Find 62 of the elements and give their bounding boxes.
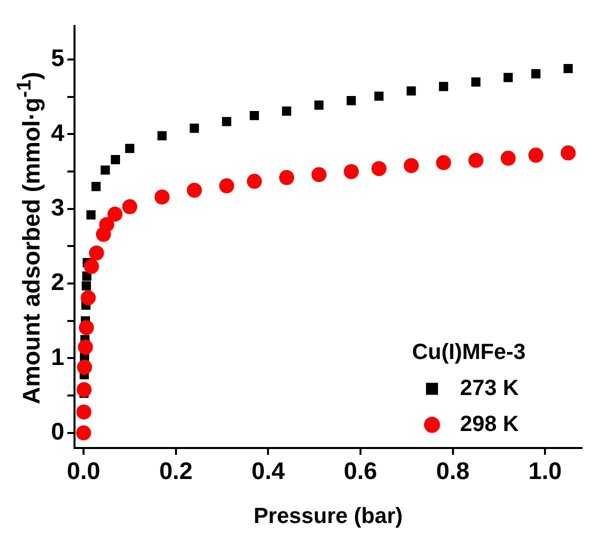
point bbox=[154, 189, 170, 204]
point bbox=[84, 258, 99, 274]
point bbox=[468, 152, 484, 168]
y-tick-label: 1 bbox=[50, 344, 64, 371]
point bbox=[80, 290, 96, 306]
point bbox=[86, 210, 96, 220]
point bbox=[374, 92, 384, 101]
point bbox=[125, 144, 134, 154]
point bbox=[311, 167, 326, 182]
point bbox=[406, 86, 416, 96]
point bbox=[222, 116, 232, 126]
point bbox=[219, 178, 234, 194]
point bbox=[279, 170, 294, 186]
y-tick-label: 2 bbox=[50, 269, 64, 296]
point bbox=[89, 245, 104, 260]
y-tick-label: 5 bbox=[50, 45, 64, 72]
point bbox=[110, 155, 120, 164]
x-tick-label: 0.6 bbox=[344, 458, 378, 485]
point bbox=[78, 340, 93, 355]
point bbox=[76, 425, 92, 440]
x-tick-label: 0.8 bbox=[436, 458, 470, 485]
point bbox=[77, 360, 92, 375]
x-tick-label: 0.0 bbox=[66, 458, 100, 485]
point bbox=[76, 382, 92, 398]
x-tick-label: 0.2 bbox=[159, 458, 193, 485]
x-tick-label: 0.4 bbox=[251, 458, 286, 485]
point bbox=[250, 110, 259, 120]
point bbox=[471, 77, 480, 87]
point bbox=[186, 182, 202, 198]
point bbox=[157, 131, 167, 140]
point bbox=[99, 217, 114, 232]
point bbox=[100, 165, 110, 175]
point bbox=[78, 320, 94, 336]
point bbox=[344, 164, 359, 180]
point bbox=[314, 100, 324, 110]
point bbox=[190, 124, 199, 133]
point bbox=[438, 82, 448, 92]
y-tick-label: 4 bbox=[50, 120, 65, 147]
point bbox=[107, 206, 122, 222]
legend-label: 273 K bbox=[460, 374, 519, 400]
point bbox=[282, 106, 292, 116]
point bbox=[404, 158, 419, 174]
x-axis-title: Pressure (bar) bbox=[254, 502, 403, 528]
point bbox=[91, 182, 101, 192]
legend-title: Cu(I)MFe-3 bbox=[412, 338, 526, 364]
legend-label: 298 K bbox=[460, 410, 519, 436]
point bbox=[436, 155, 452, 170]
point bbox=[528, 148, 544, 163]
point bbox=[246, 174, 262, 189]
y-tick-label: 0 bbox=[50, 418, 64, 446]
point bbox=[500, 150, 516, 166]
x-tick-label: 1.0 bbox=[528, 458, 562, 485]
point bbox=[564, 64, 573, 74]
point bbox=[531, 69, 540, 78]
point bbox=[82, 281, 91, 290]
point bbox=[346, 96, 356, 106]
point bbox=[560, 145, 576, 160]
point bbox=[76, 404, 92, 420]
point bbox=[371, 161, 386, 176]
y-tick-label: 3 bbox=[50, 194, 64, 222]
point bbox=[504, 72, 513, 82]
point bbox=[122, 199, 138, 214]
